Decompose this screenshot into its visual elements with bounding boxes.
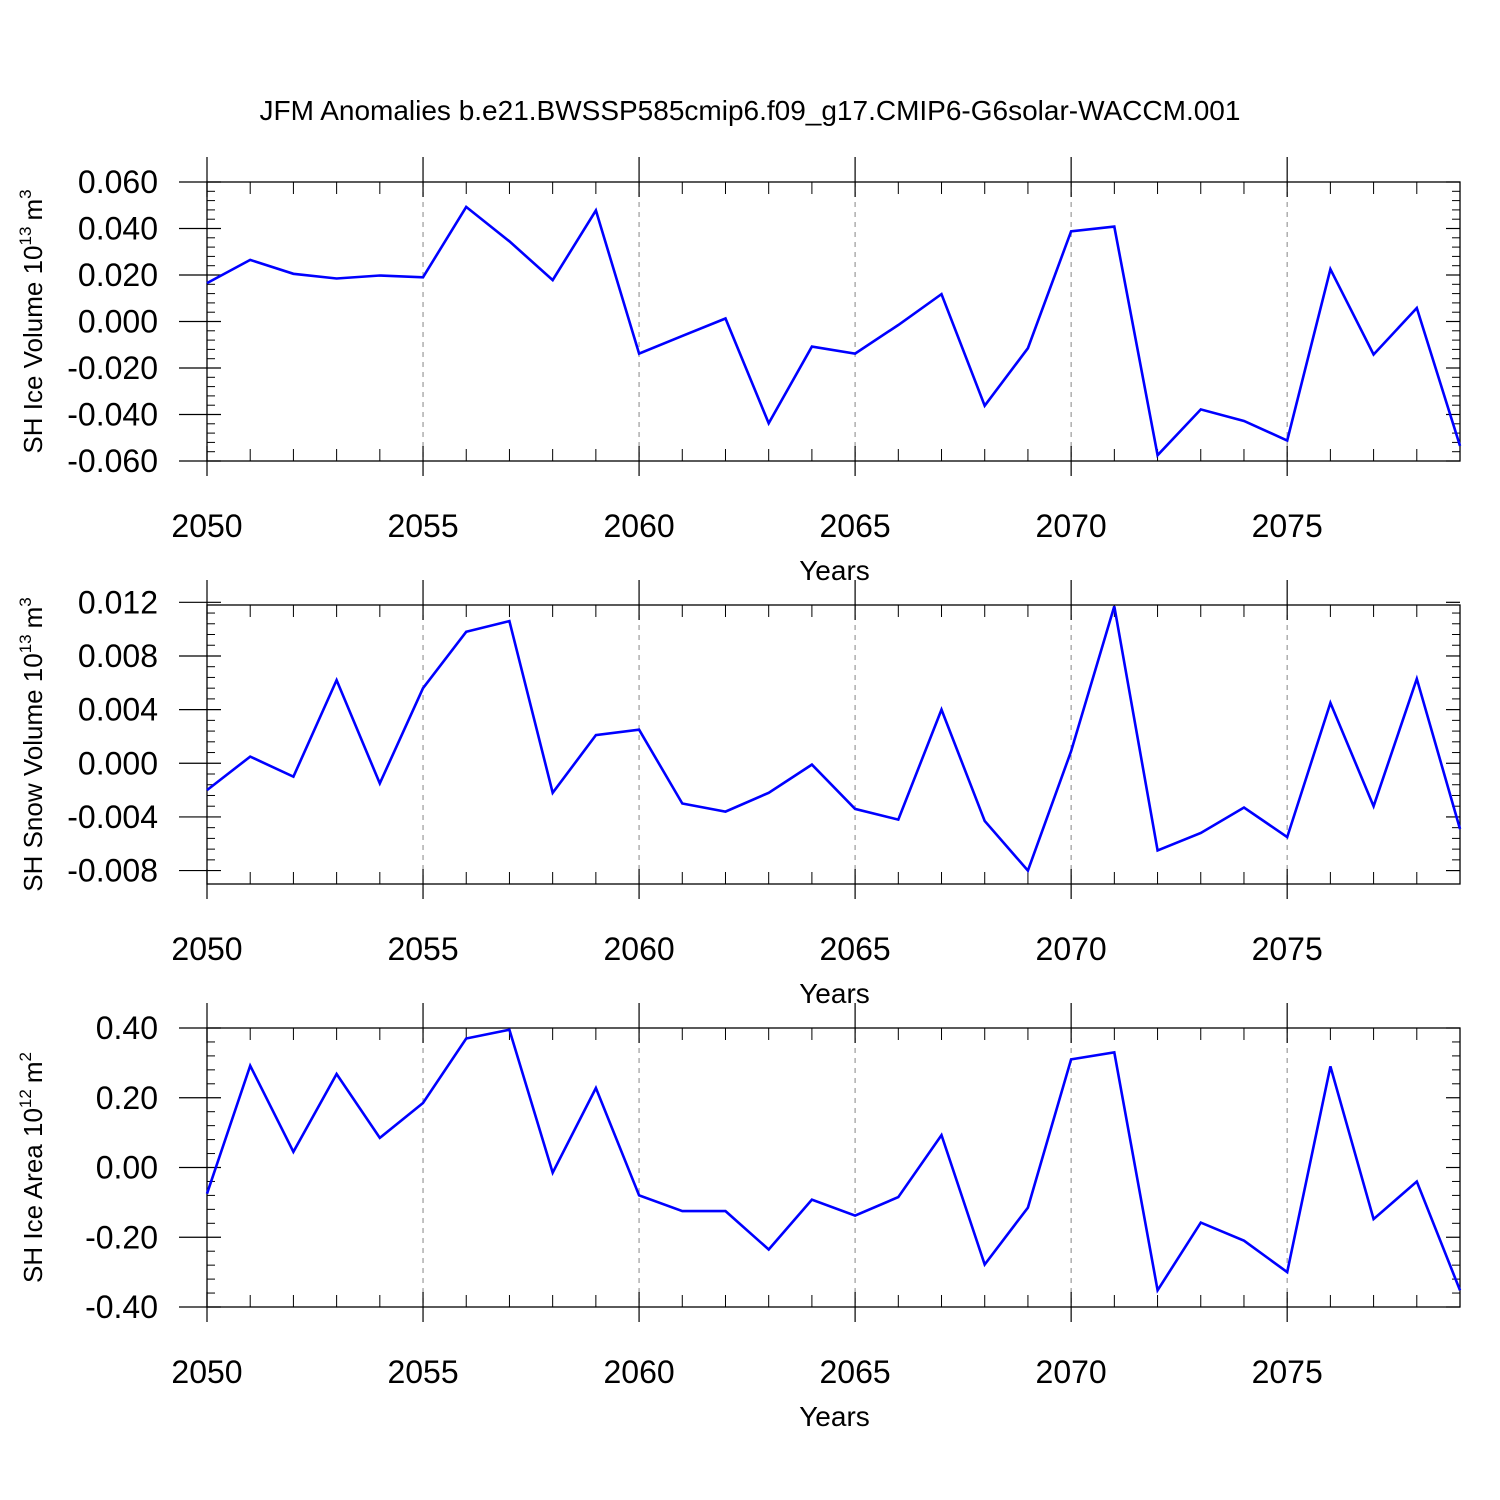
- x-tick-label: 2070: [1036, 1354, 1107, 1390]
- x-tick-label: 2055: [387, 508, 458, 544]
- x-tick-label: 2060: [603, 1354, 674, 1390]
- x-tick-label: 2065: [820, 508, 891, 544]
- y-tick-label: 0.040: [78, 211, 158, 247]
- y-axis-label: SH Ice Area 1012m2: [16, 1052, 48, 1283]
- y-tick-label: 0.012: [78, 584, 158, 620]
- x-tick-label: 2050: [171, 1354, 242, 1390]
- y-tick-label: -0.008: [67, 853, 158, 889]
- x-axis-label: Years: [799, 555, 870, 586]
- x-tick-label: 2065: [820, 931, 891, 967]
- plot-frame: [206, 181, 1461, 462]
- y-tick-label: 0.40: [96, 1010, 158, 1046]
- x-tick-label: 2070: [1036, 931, 1107, 967]
- y-tick-label: 0.000: [78, 745, 158, 781]
- y-axis-label: SH Ice Volume 1013m3: [16, 189, 48, 453]
- chart-panel-2: 0.012 0.008 0.004 0.000 -0.004 -0.008 2050 2055…: [16, 580, 1462, 1009]
- x-tick-label: 2055: [387, 931, 458, 967]
- y-tick-label: 0.000: [78, 304, 158, 340]
- y-tick-label: -0.40: [85, 1289, 158, 1325]
- y-tick-label: -0.20: [85, 1219, 158, 1255]
- y-tick-label: 0.060: [78, 164, 158, 200]
- x-tick-label: 2055: [387, 1354, 458, 1390]
- chart-panels: 0.060 0.040 0.020 0.000 -0.020 -0.040 -0.060 20…: [16, 157, 1462, 1432]
- x-tick-label: 2065: [820, 1354, 891, 1390]
- y-tick-label: 0.20: [96, 1080, 158, 1116]
- x-axis-label: Years: [799, 978, 870, 1009]
- chart-panel-3: 0.40 0.20 0.00 -0.20 -0.40 2050 2055 2060 2065 20…: [16, 1003, 1462, 1432]
- figure-title: JFM Anomalies b.e21.BWSSP585cmip6.f09_g1…: [260, 95, 1241, 126]
- y-tick-label: -0.020: [67, 350, 158, 386]
- x-tick-label: 2050: [171, 931, 242, 967]
- y-tick-label: 0.00: [96, 1150, 158, 1186]
- x-tick-label: 2060: [603, 508, 674, 544]
- plot-frame: [206, 604, 1461, 885]
- x-tick-label: 2075: [1252, 931, 1323, 967]
- y-tick-label: 0.020: [78, 257, 158, 293]
- y-tick-label: -0.040: [67, 397, 158, 433]
- y-tick-label: 0.004: [78, 692, 158, 728]
- series-line: [206, 605, 1462, 874]
- series-line: [206, 204, 1462, 458]
- y-tick-label: 0.008: [78, 638, 158, 674]
- y-axis-label: SH Snow Volume 1013m3: [16, 597, 48, 892]
- x-tick-label: 2070: [1036, 508, 1107, 544]
- plot-frame: [206, 1027, 1461, 1308]
- y-tick-label: -0.004: [67, 799, 158, 835]
- x-tick-label: 2050: [171, 508, 242, 544]
- series-line: [205, 1028, 1462, 1294]
- chart-panel-1: 0.060 0.040 0.020 0.000 -0.020 -0.040 -0.060 20…: [16, 157, 1462, 586]
- x-tick-label: 2060: [603, 931, 674, 967]
- x-tick-label: 2075: [1252, 508, 1323, 544]
- y-tick-label: -0.060: [67, 443, 158, 479]
- x-axis-label: Years: [799, 1401, 870, 1432]
- x-tick-label: 2075: [1252, 1354, 1323, 1390]
